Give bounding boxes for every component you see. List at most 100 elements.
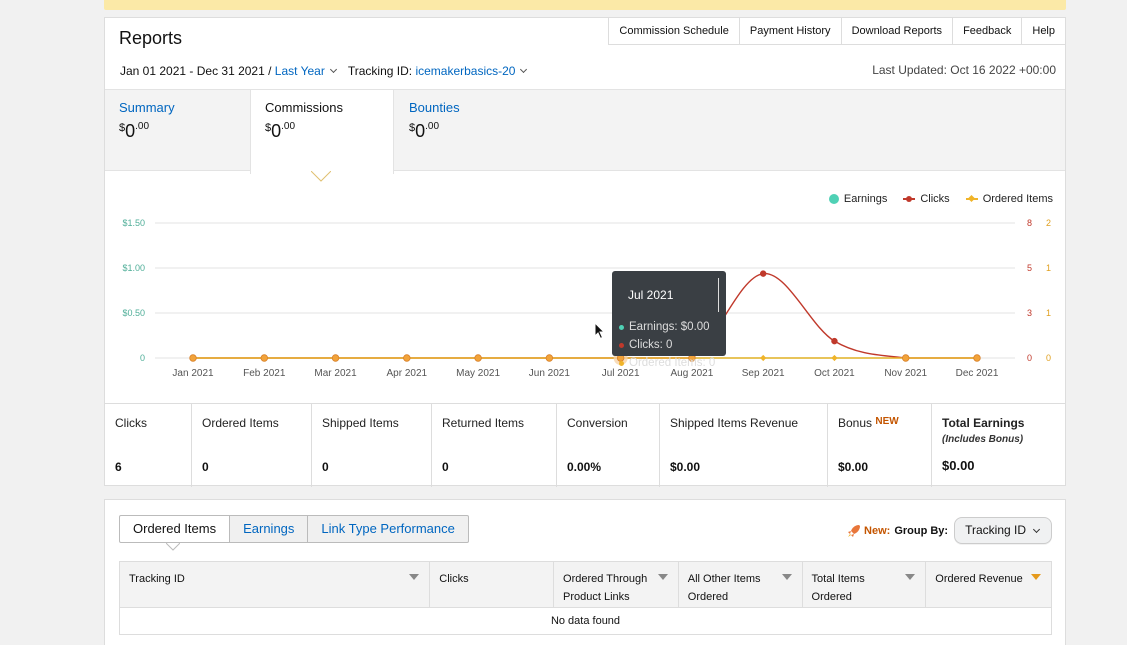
clicks-series-line (193, 272, 977, 359)
ordered-items-point (760, 354, 767, 362)
earnings-dot-icon (828, 194, 839, 204)
column-ordered-through-product-links[interactable]: Ordered Through Product Links (554, 562, 679, 607)
tab-label: Bounties (409, 100, 460, 115)
ordered-items-table: Tracking ID Clicks Ordered Through Produc… (119, 561, 1052, 635)
right-axis-ordered-tick-label: 2 (1046, 218, 1051, 228)
tab-commissions[interactable]: Commissions $0.00 (250, 90, 394, 174)
tab-link-type-performance[interactable]: Link Type Performance (308, 515, 469, 543)
x-axis-tick-label: Jan 2021 (172, 368, 214, 379)
right-axis-clicks-tick-label: 8 (1027, 218, 1032, 228)
tooltip-row-ordered-items: Ordered Items: 0 (619, 354, 719, 372)
rocket-icon (848, 524, 861, 537)
tab-value: $0.00 (119, 121, 150, 141)
stat-shipped-items: Shipped Items 0 (312, 404, 432, 487)
right-axis-ordered-tick-label: 0 (1046, 353, 1051, 363)
column-ordered-revenue[interactable]: Ordered Revenue (926, 562, 1051, 607)
x-axis-tick-label: Jun 2021 (529, 368, 571, 379)
report-filters: Jan 01 2021 - Dec 31 2021 / Last Year Tr… (120, 64, 532, 78)
x-axis-tick-label: Nov 2021 (884, 368, 927, 379)
summary-tabs: Summary $0.00 Commissions $0.00 Bounties… (105, 89, 1065, 174)
left-axis-tick-label: $0.50 (122, 308, 145, 318)
tab-label: Commissions (265, 100, 344, 115)
sort-arrow-icon (905, 574, 916, 580)
active-tab-caret-icon (166, 543, 180, 551)
clicks-line-icon (903, 196, 916, 202)
tracking-id-label: Tracking ID: (347, 64, 413, 78)
tooltip-row-earnings: Earnings: $0.00 (619, 318, 719, 336)
column-total-items-ordered[interactable]: Total Items Ordered (803, 562, 927, 607)
new-label: New: (864, 524, 891, 537)
ordered-items-point (545, 354, 554, 362)
clicks-point (759, 270, 767, 277)
chevron-down-icon[interactable] (520, 65, 528, 74)
empty-state: No data found (119, 608, 1052, 635)
right-axis-ordered-tick-label: 1 (1046, 263, 1051, 273)
ordered-items-point (260, 354, 268, 362)
notification-banner (104, 0, 1066, 10)
legend-ordered-items[interactable]: Ordered Items (965, 193, 1053, 205)
ordered-items-point (189, 354, 197, 362)
help-link[interactable]: Help (1022, 17, 1066, 45)
stat-ordered-items: Ordered Items 0 (192, 404, 312, 487)
ordered-items-point (403, 354, 411, 362)
sort-arrow-icon (1031, 574, 1041, 580)
chevron-down-icon[interactable] (329, 65, 337, 74)
tooltip-title: Jul 2021 (619, 278, 719, 312)
feedback-link[interactable]: Feedback (953, 17, 1023, 45)
stat-conversion: Conversion 0.00% (557, 404, 660, 487)
right-axis-ordered-tick-label: 1 (1046, 308, 1051, 318)
stat-total-earnings: Total Earnings (Includes Bonus) $0.00 (942, 416, 1025, 473)
page-title: Reports (119, 28, 183, 48)
tab-value: $0.00 (409, 121, 440, 141)
legend-earnings[interactable]: Earnings (828, 193, 887, 205)
x-axis-tick-label: Mar 2021 (314, 368, 357, 379)
x-axis-tick-label: Aug 2021 (670, 368, 713, 379)
commissions-chart: 0 0 0 $0.50 3 1 $1.00 5 1 $1.50 8 2 Jan 2021 Feb 2021… (122, 218, 1051, 379)
tab-ordered-items[interactable]: Ordered Items (119, 515, 231, 543)
commission-schedule-link[interactable]: Commission Schedule (608, 17, 740, 45)
date-range-dropdown[interactable]: Last Year (274, 64, 325, 78)
right-axis-clicks-tick-label: 3 (1027, 308, 1032, 318)
table-header: Tracking ID Clicks Ordered Through Produc… (119, 561, 1052, 608)
column-all-other-items-ordered[interactable]: All Other Items Ordered (679, 562, 803, 607)
tooltip-row-clicks: Clicks: 0 (619, 336, 719, 354)
ordered-items-point (902, 354, 910, 362)
ordered-items-point (331, 354, 340, 362)
stats-row: Clicks 6 Ordered Items 0 Shipped Items 0 Re… (105, 403, 1065, 487)
tab-summary[interactable]: Summary $0.00 (105, 90, 251, 172)
new-badge: NEW (875, 416, 899, 427)
right-axis-clicks-tick-label: 0 (1027, 353, 1032, 363)
chevron-down-icon (1032, 525, 1041, 533)
left-axis-tick-label: $1.50 (122, 218, 145, 228)
ordered-items-point (831, 354, 838, 362)
tab-bounties[interactable]: Bounties $0.00 (395, 90, 541, 172)
ordered-items-line-icon (965, 194, 978, 203)
group-by-select[interactable]: Tracking ID (954, 517, 1052, 544)
ordered-items-point (474, 354, 482, 362)
detail-tabs: Ordered Items Earnings Link Type Perform… (119, 515, 469, 543)
stat-shipped-items-revenue: Shipped Items Revenue $0.00 (660, 404, 828, 487)
stat-bonus: Bonus NEW $0.00 (828, 404, 932, 487)
x-axis-tick-label: May 2021 (456, 368, 500, 379)
download-reports-link[interactable]: Download Reports (841, 17, 954, 45)
column-tracking-id[interactable]: Tracking ID (120, 562, 431, 607)
payment-history-link[interactable]: Payment History (739, 17, 842, 45)
ordered-items-point (973, 354, 981, 362)
top-links: Commission Schedule Payment History Down… (608, 17, 1066, 45)
tab-label: Summary (119, 100, 175, 115)
x-axis-tick-label: Apr 2021 (387, 368, 428, 379)
tab-earnings[interactable]: Earnings (230, 515, 309, 543)
x-axis-tick-label: Oct 2021 (814, 368, 855, 379)
left-axis-tick-label: 0 (140, 353, 145, 363)
date-range: Jan 01 2021 - Dec 31 2021 / (120, 64, 272, 78)
clicks-point (831, 337, 838, 345)
column-clicks[interactable]: Clicks (430, 562, 555, 607)
detail-card: Ordered Items Earnings Link Type Perform… (104, 499, 1066, 645)
last-updated: Last Updated: Oct 16 2022 +00:00 (872, 63, 1056, 77)
chart-tooltip: Jul 2021 Earnings: $0.00 Clicks: 0 Order… (612, 271, 726, 369)
sort-arrow-icon (657, 574, 668, 580)
active-tab-caret-icon (311, 171, 331, 182)
group-by-control: New: Group By: Tracking ID (847, 517, 1052, 544)
tracking-id-dropdown[interactable]: icemakerbasics-20 (415, 64, 516, 78)
legend-clicks[interactable]: Clicks (903, 193, 950, 205)
